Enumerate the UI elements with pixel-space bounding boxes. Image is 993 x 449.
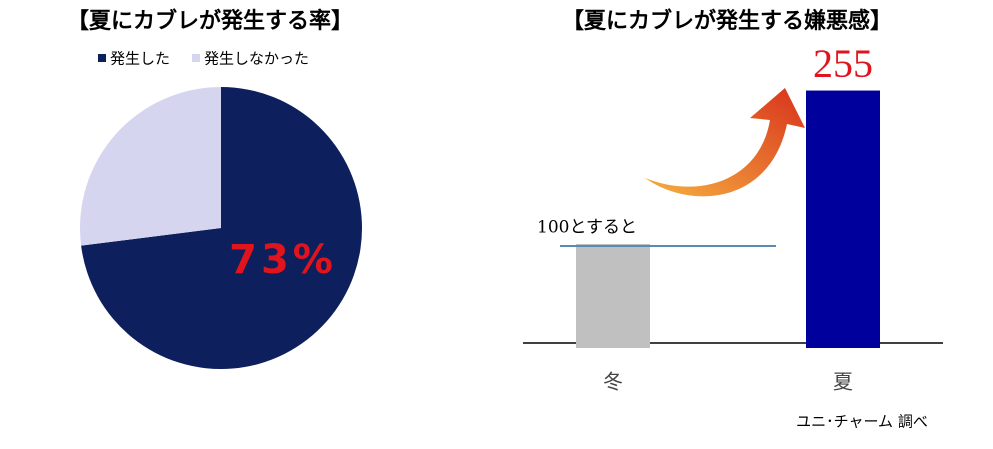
data-label: 73% xyxy=(229,237,337,283)
chart-title: 【夏にカブレが発生する率】 xyxy=(67,8,353,34)
pie-slice xyxy=(80,87,221,246)
legend-swatch xyxy=(192,54,201,62)
data-label: 255 xyxy=(813,41,873,86)
annotation: 100とすると xyxy=(537,218,637,238)
legend-swatch xyxy=(98,54,106,62)
chart-title: 【夏にカブレが発生する嫌悪感】 xyxy=(562,8,892,34)
x-tick-label: 夏 xyxy=(833,370,853,394)
legend-label: 発生した xyxy=(110,50,170,68)
pie-slice xyxy=(81,87,363,369)
x-tick-label: 冬 xyxy=(603,370,623,394)
legend-label: 発生しなかった xyxy=(204,50,309,68)
arrow-decoration xyxy=(645,88,805,197)
bar xyxy=(576,244,650,348)
source-note: ユニ･チャーム 調べ xyxy=(796,413,928,431)
bar xyxy=(806,90,880,349)
